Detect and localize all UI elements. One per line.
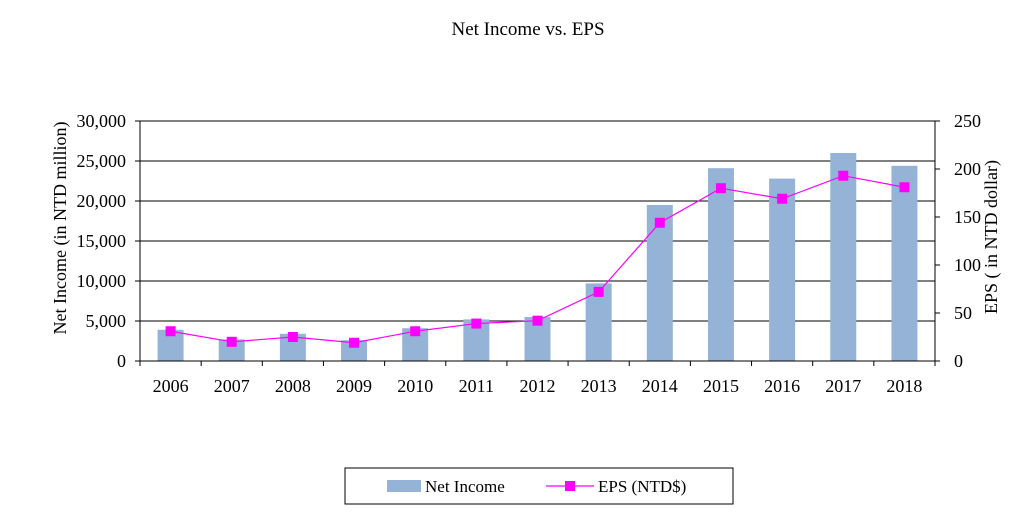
- eps-point-2014: [654, 217, 665, 228]
- x-tick-label: 2018: [886, 376, 922, 396]
- bar-2016: [769, 178, 796, 361]
- y-right-tick-label: 0: [954, 351, 963, 371]
- y-left-tick-label: 20,000: [77, 191, 127, 211]
- grid-lines: [140, 120, 935, 322]
- eps-point-2015: [715, 183, 726, 194]
- bar-series: [157, 153, 918, 361]
- eps-point-2006: [165, 326, 176, 337]
- eps-point-2010: [410, 326, 421, 337]
- eps-point-2008: [287, 332, 298, 342]
- bar-2015: [707, 168, 734, 361]
- y-left-tick-label: 5,000: [86, 311, 127, 331]
- legend-eps-label: EPS (NTD$): [598, 477, 686, 496]
- y-right-axis-title: EPS ( in NTD dollar): [981, 160, 1002, 314]
- y-right-tick-label: 200: [954, 159, 981, 179]
- x-tick-label: 2008: [275, 376, 311, 396]
- x-tick-label: 2016: [764, 376, 800, 396]
- x-tick-label: 2007: [214, 376, 250, 396]
- x-tick-label: 2010: [397, 376, 433, 396]
- legend: Net Income EPS (NTD$): [344, 467, 734, 505]
- y-left-tick-label: 10,000: [77, 271, 127, 291]
- x-tick-label: 2017: [825, 376, 861, 396]
- y-left-tick-label: 25,000: [77, 151, 127, 171]
- x-tick-label: 2009: [336, 376, 372, 396]
- axes: [135, 120, 940, 366]
- y-left-tick-label: 0: [117, 351, 126, 371]
- bar-2014: [646, 205, 673, 361]
- y-right-tick-label: 250: [954, 111, 981, 131]
- legend-net-income-label: Net Income: [425, 477, 505, 496]
- eps-point-2011: [471, 318, 482, 329]
- eps-point-2018: [899, 182, 910, 193]
- y-right-tick-label: 50: [954, 303, 972, 323]
- x-tick-label: 2012: [520, 376, 556, 396]
- y-left-tick-labels: 0 5,000 10,000 15,000 20,000 25,000 30,000: [77, 111, 127, 371]
- eps-point-2013: [593, 286, 604, 297]
- x-tick-label: 2015: [703, 376, 739, 396]
- eps-point-2009: [349, 337, 360, 348]
- y-right-tick-label: 100: [954, 255, 981, 275]
- eps-point-2007: [226, 336, 237, 347]
- y-right-tick-label: 150: [954, 207, 981, 227]
- bar-2018: [891, 165, 918, 361]
- y-left-tick-label: 30,000: [77, 111, 127, 131]
- legend-bar-swatch: [387, 480, 421, 492]
- eps-point-2012: [532, 315, 543, 326]
- bar-2009: [341, 340, 368, 361]
- y-left-axis-title: Net Income (in NTD million): [50, 122, 71, 335]
- y-left-tick-label: 15,000: [77, 231, 127, 251]
- eps-point-2016: [777, 193, 788, 204]
- x-tick-labels: 2006 2007 2008 2009 2010 2011 2012 2013 2014 2015…: [153, 376, 923, 396]
- x-tick-label: 2006: [153, 376, 189, 396]
- line-series: [165, 170, 910, 348]
- bar-2017: [830, 153, 857, 361]
- x-tick-label: 2013: [581, 376, 617, 396]
- legend-line-marker: [565, 481, 575, 491]
- y-right-tick-labels: 0 50 100 150 200 250: [954, 111, 981, 371]
- x-tick-label: 2014: [642, 376, 678, 396]
- bar-2007: [218, 339, 245, 361]
- eps-point-2017: [838, 170, 849, 181]
- x-tick-label: 2011: [459, 376, 494, 396]
- chart-title: Net Income vs. EPS: [451, 19, 604, 40]
